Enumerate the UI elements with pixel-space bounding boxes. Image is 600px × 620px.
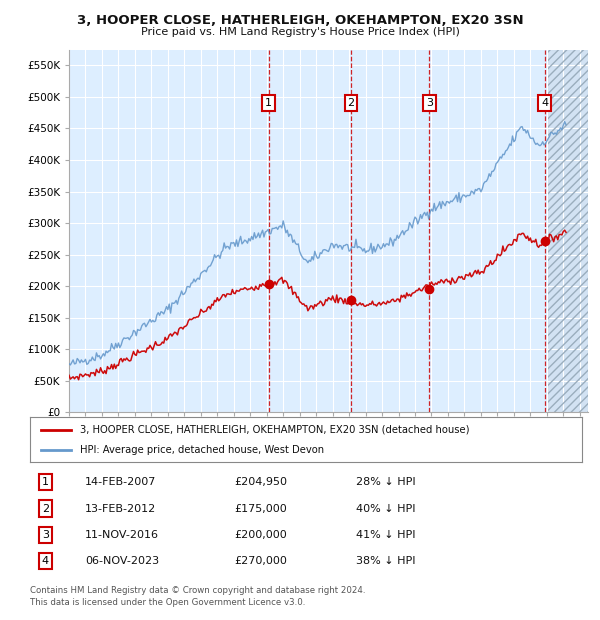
- Text: 4: 4: [42, 556, 49, 566]
- Text: 3, HOOPER CLOSE, HATHERLEIGH, OKEHAMPTON, EX20 3SN (detached house): 3, HOOPER CLOSE, HATHERLEIGH, OKEHAMPTON…: [80, 425, 469, 435]
- Text: Price paid vs. HM Land Registry's House Price Index (HPI): Price paid vs. HM Land Registry's House …: [140, 27, 460, 37]
- Text: £270,000: £270,000: [234, 556, 287, 566]
- Text: 2: 2: [347, 98, 355, 108]
- Text: 3, HOOPER CLOSE, HATHERLEIGH, OKEHAMPTON, EX20 3SN: 3, HOOPER CLOSE, HATHERLEIGH, OKEHAMPTON…: [77, 14, 523, 27]
- Text: 11-NOV-2016: 11-NOV-2016: [85, 530, 159, 540]
- Text: 06-NOV-2023: 06-NOV-2023: [85, 556, 160, 566]
- Text: 2: 2: [42, 503, 49, 513]
- Text: 40% ↓ HPI: 40% ↓ HPI: [356, 503, 415, 513]
- Text: £175,000: £175,000: [234, 503, 287, 513]
- Bar: [548, 50, 588, 412]
- Text: This data is licensed under the Open Government Licence v3.0.: This data is licensed under the Open Gov…: [30, 598, 305, 607]
- Text: 41% ↓ HPI: 41% ↓ HPI: [356, 530, 415, 540]
- Text: £204,950: £204,950: [234, 477, 287, 487]
- Text: £200,000: £200,000: [234, 530, 287, 540]
- Text: Contains HM Land Registry data © Crown copyright and database right 2024.: Contains HM Land Registry data © Crown c…: [30, 586, 365, 595]
- Text: 1: 1: [42, 477, 49, 487]
- Text: 14-FEB-2007: 14-FEB-2007: [85, 477, 157, 487]
- Text: 4: 4: [541, 98, 548, 108]
- Text: HPI: Average price, detached house, West Devon: HPI: Average price, detached house, West…: [80, 445, 324, 455]
- Text: 13-FEB-2012: 13-FEB-2012: [85, 503, 157, 513]
- Text: 1: 1: [265, 98, 272, 108]
- Text: 3: 3: [426, 98, 433, 108]
- Text: 28% ↓ HPI: 28% ↓ HPI: [356, 477, 415, 487]
- Bar: [548, 50, 588, 412]
- Text: 38% ↓ HPI: 38% ↓ HPI: [356, 556, 415, 566]
- Text: 3: 3: [42, 530, 49, 540]
